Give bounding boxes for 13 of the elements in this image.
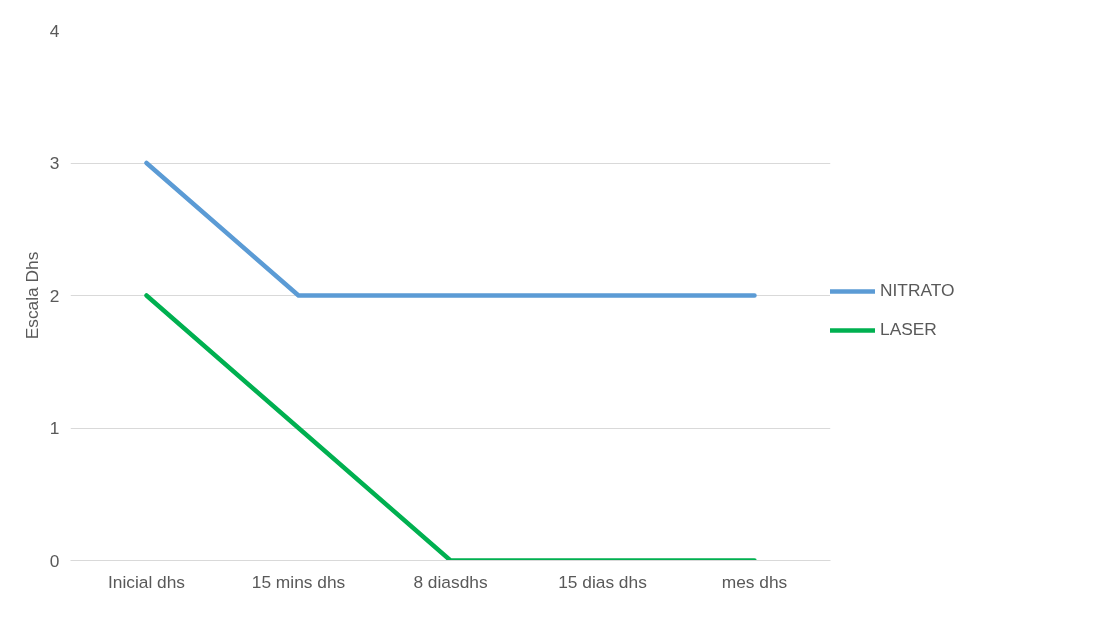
y-tick-label: 3	[49, 153, 60, 173]
x-tick-label: 15 dias dhs	[558, 571, 648, 592]
x-tick-label: 8 diasdhs	[413, 571, 488, 592]
legend-label: LASER	[880, 319, 937, 340]
x-tick-label: mes dhs	[721, 571, 788, 592]
legend-label: NITRATO	[880, 280, 955, 301]
x-tick-label: 15 mins dhs	[251, 571, 346, 592]
y-tick-label: 2	[49, 285, 60, 306]
x-tick-label: Inicial dhs	[107, 571, 186, 592]
y-tick-label: 1	[49, 418, 60, 438]
y-axis-title: Escala Dhs	[21, 251, 42, 340]
y-tick-label: 4	[49, 20, 60, 41]
y-tick-label: 0	[49, 550, 60, 571]
